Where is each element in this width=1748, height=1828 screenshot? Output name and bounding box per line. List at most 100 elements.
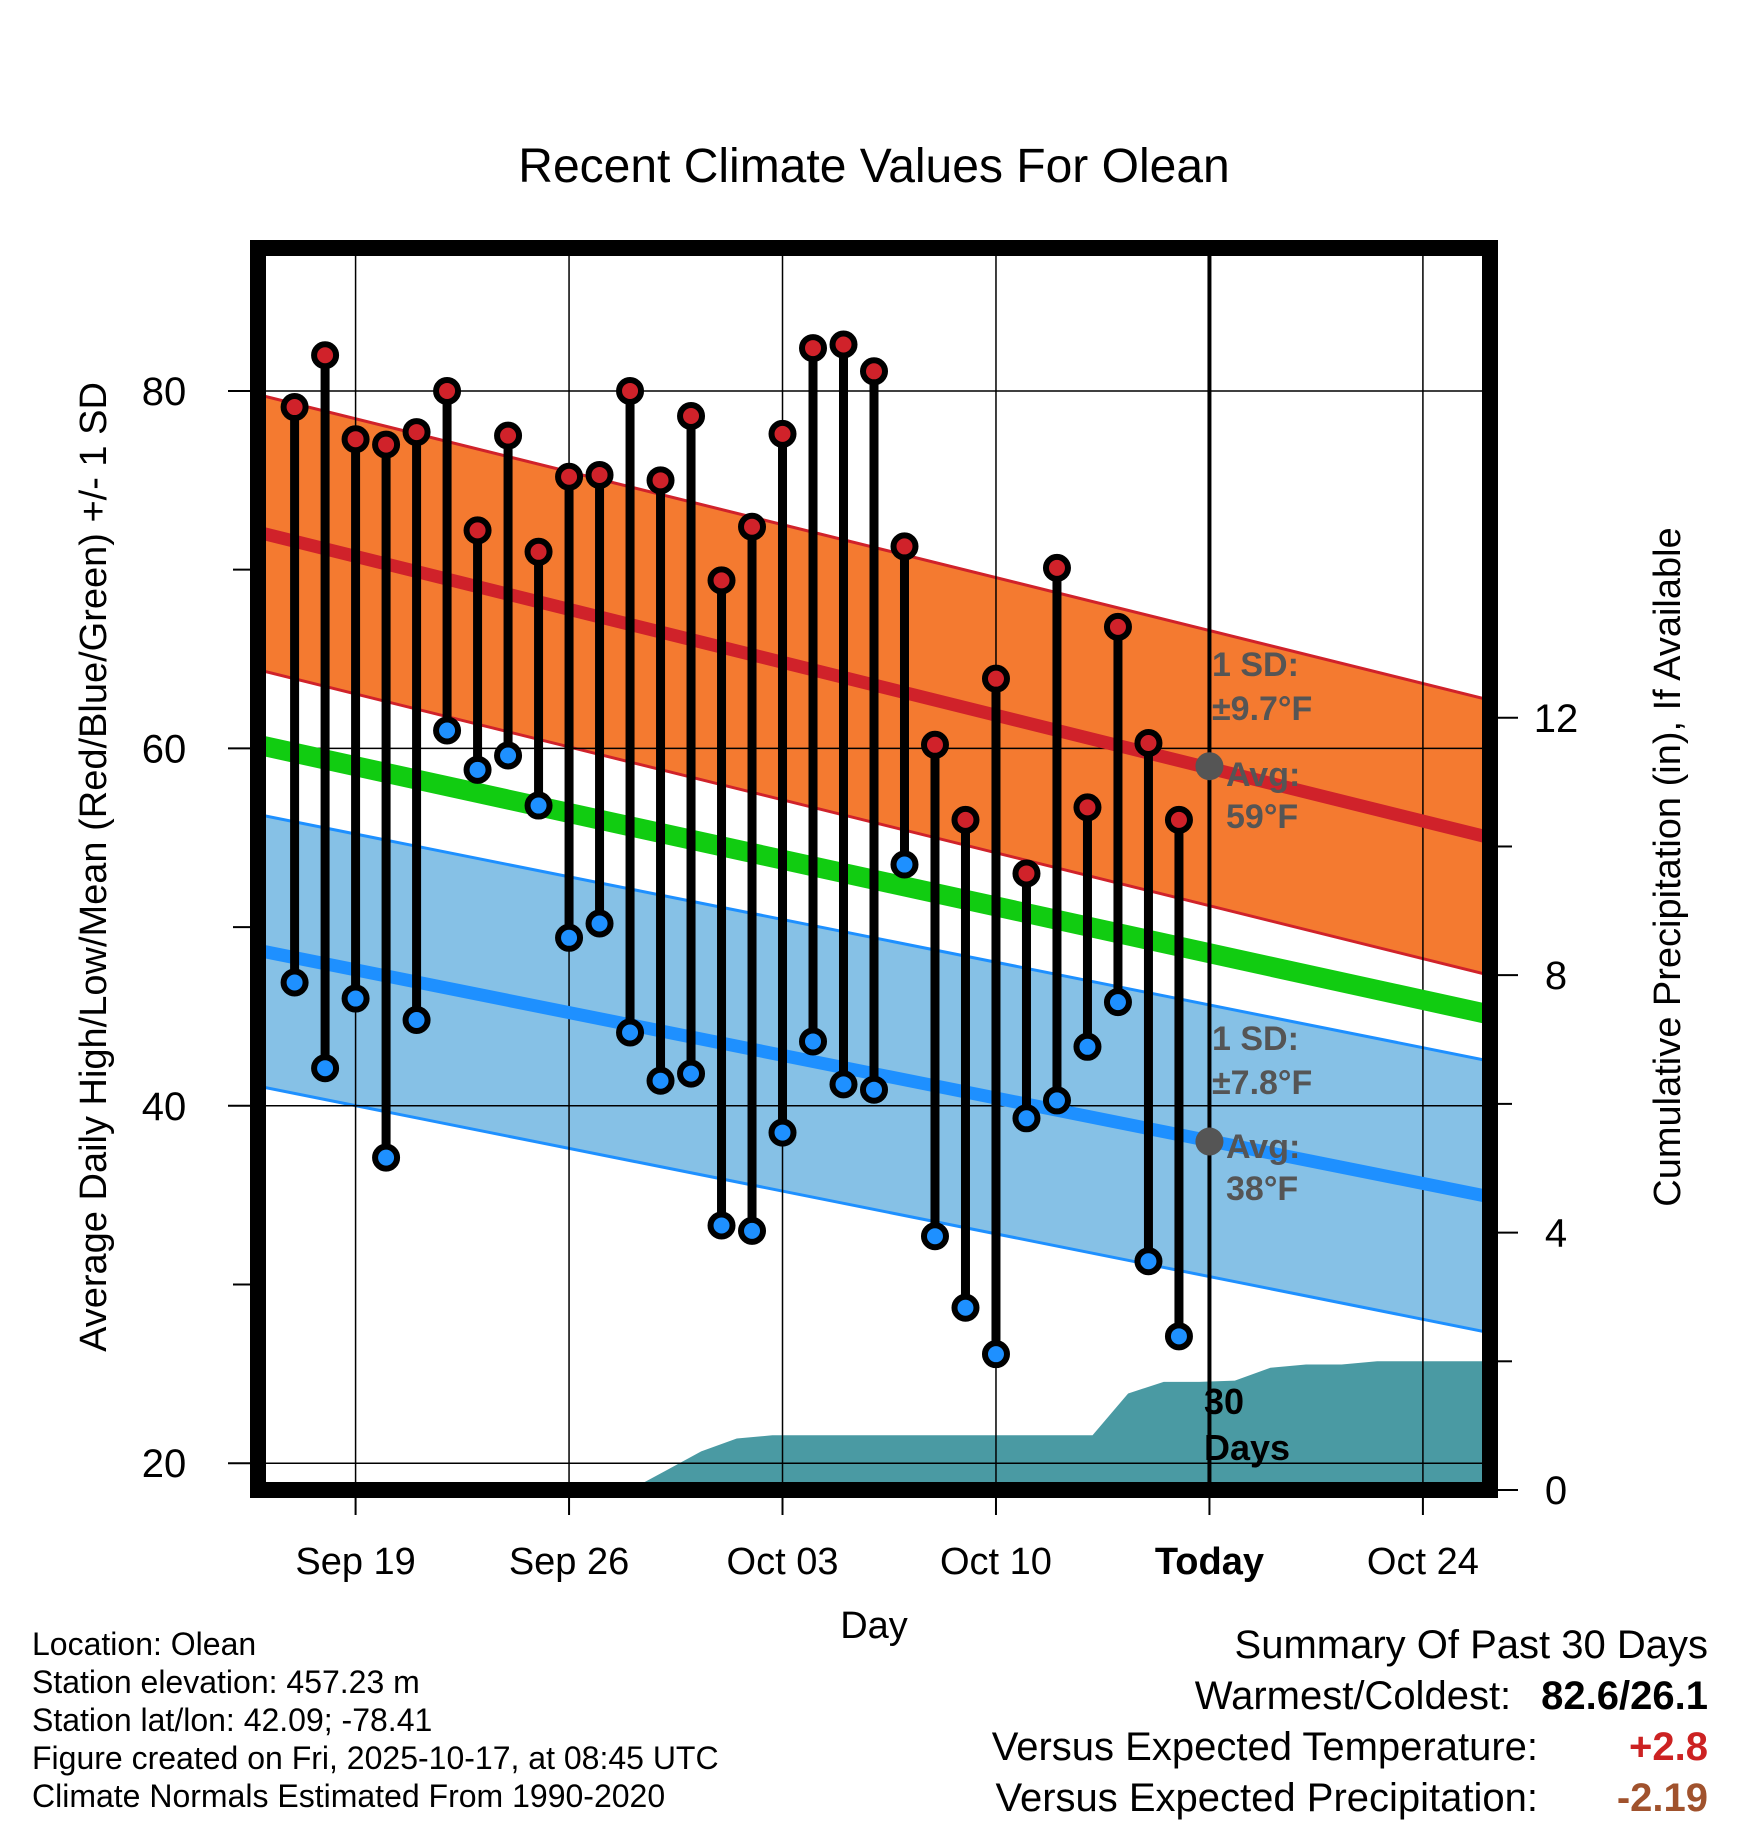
summary-panel: Summary Of Past 30 Days Warmest/Coldest:… bbox=[992, 1620, 1708, 1824]
chart-title: Recent Climate Values For Olean bbox=[518, 140, 1229, 193]
warm-cold-label: Warmest/Coldest: bbox=[1194, 1674, 1512, 1718]
high-point-22 bbox=[951, 805, 980, 834]
low-point-29 bbox=[1164, 1322, 1193, 1351]
low-point-5 bbox=[433, 716, 462, 745]
low-point-13 bbox=[677, 1059, 706, 1088]
high-point-13 bbox=[677, 401, 706, 430]
today-annotation-line1: 30 bbox=[1204, 1381, 1244, 1422]
high-point-5 bbox=[433, 376, 462, 405]
low-point-22 bbox=[951, 1293, 980, 1322]
low-point-16 bbox=[768, 1118, 797, 1147]
high-point-15 bbox=[738, 512, 767, 541]
high-point-7 bbox=[494, 421, 523, 450]
low-point-21 bbox=[920, 1222, 949, 1251]
low-point-0 bbox=[280, 968, 309, 997]
x-tick-label-4: Today bbox=[1155, 1541, 1264, 1583]
created-text: Figure created on Fri, 2025-10-17, at 08… bbox=[32, 1740, 719, 1776]
low-point-3 bbox=[372, 1143, 401, 1172]
low-point-6 bbox=[463, 755, 492, 784]
y-tick-label-right-1: 4 bbox=[1545, 1212, 1567, 1256]
low-point-12 bbox=[646, 1066, 675, 1095]
warm-cold-value: 82.6/26.1 bbox=[1541, 1674, 1708, 1718]
low-point-19 bbox=[860, 1075, 888, 1104]
low-point-27 bbox=[1103, 988, 1132, 1017]
precip-value: -2.19 bbox=[1616, 1776, 1708, 1820]
high-sd-title: 1 SD: bbox=[1212, 646, 1299, 684]
high-point-27 bbox=[1103, 612, 1132, 641]
temp-value: +2.8 bbox=[1629, 1725, 1708, 1769]
precip-fill bbox=[416, 1361, 1490, 1490]
low-point-23 bbox=[981, 1340, 1010, 1369]
x-tick-label-3: Oct 10 bbox=[940, 1541, 1052, 1583]
station-info: Location: Olean Station elevation: 457.2… bbox=[32, 1625, 719, 1815]
high-point-6 bbox=[463, 516, 492, 545]
plot-frame bbox=[250, 240, 1498, 1498]
latlon-text: Station lat/lon: 42.09; -78.41 bbox=[32, 1702, 433, 1738]
high-point-9 bbox=[555, 462, 584, 491]
summary-temp: Versus Expected Temperature: +2.8 bbox=[992, 1722, 1708, 1773]
high-point-20 bbox=[890, 532, 919, 561]
y-tick-label-right-0: 0 bbox=[1545, 1469, 1567, 1513]
low-point-11 bbox=[616, 1018, 645, 1047]
high-point-17 bbox=[799, 334, 828, 363]
high-point-18 bbox=[829, 330, 858, 359]
location-text: Location: Olean bbox=[32, 1626, 257, 1662]
summary-precip: Versus Expected Precipitation: -2.19 bbox=[992, 1773, 1708, 1824]
low-sd-value: ±7.8°F bbox=[1212, 1064, 1312, 1102]
elevation-text: Station elevation: 457.23 m bbox=[32, 1664, 420, 1700]
low-point-25 bbox=[1042, 1086, 1071, 1115]
low-point-9 bbox=[555, 923, 584, 952]
temp-label: Versus Expected Temperature: bbox=[991, 1725, 1538, 1769]
high-point-8 bbox=[524, 537, 553, 566]
high-point-14 bbox=[707, 566, 736, 595]
y-tick-label-right-2: 8 bbox=[1545, 954, 1567, 998]
high-point-19 bbox=[860, 357, 888, 386]
high-point-11 bbox=[616, 376, 645, 405]
y-axis-right-label: Cumulative Precipitation (in), If Availa… bbox=[1647, 527, 1689, 1206]
high-point-4 bbox=[402, 418, 431, 447]
low-point-24 bbox=[1012, 1104, 1041, 1133]
today-line bbox=[1195, 248, 1224, 1490]
x-tick-label-0: Sep 19 bbox=[295, 1541, 415, 1583]
x-tick-label-5: Oct 24 bbox=[1367, 1541, 1479, 1583]
axes: Sep 19 Sep 26 Oct 03 Oct 10 Today Oct 2420406… bbox=[142, 370, 1579, 1583]
low-point-15 bbox=[738, 1216, 767, 1245]
low-point-4 bbox=[402, 1006, 431, 1035]
normal-annotations: 1 SD: ±9.7°F Avg: 59°F 1 SD: ±7.8°F Avg:… bbox=[1204, 646, 1312, 1468]
high-avg-value: 59°F bbox=[1226, 798, 1298, 836]
high-avg-marker bbox=[1195, 752, 1224, 781]
y-tick-label-left-3: 80 bbox=[142, 370, 187, 414]
x-tick-label-1: Sep 26 bbox=[509, 1541, 629, 1583]
precip-label: Versus Expected Precipitation: bbox=[995, 1776, 1538, 1820]
daily-points bbox=[280, 330, 1193, 1369]
normals-text: Climate Normals Estimated From 1990-2020 bbox=[32, 1778, 666, 1814]
daily-stems bbox=[290, 344, 1184, 1355]
y-axis-left-label: Average Daily High/Low/Mean (Red/Blue/Gr… bbox=[73, 382, 115, 1352]
y-tick-label-right-3: 12 bbox=[1534, 697, 1579, 741]
high-point-0 bbox=[280, 393, 309, 422]
high-point-23 bbox=[981, 664, 1010, 693]
high-point-24 bbox=[1012, 859, 1041, 888]
high-point-26 bbox=[1073, 793, 1102, 822]
low-avg-title: Avg: bbox=[1226, 1128, 1300, 1166]
low-point-26 bbox=[1073, 1032, 1102, 1061]
y-tick-label-left-2: 60 bbox=[142, 727, 187, 771]
low-point-14 bbox=[707, 1211, 736, 1240]
high-point-28 bbox=[1134, 729, 1163, 758]
y-tick-label-left-0: 20 bbox=[142, 1442, 187, 1486]
high-point-10 bbox=[585, 460, 614, 489]
y-tick-label-left-1: 40 bbox=[142, 1085, 187, 1129]
high-point-1 bbox=[311, 341, 340, 370]
low-point-17 bbox=[799, 1027, 828, 1056]
high-avg-title: Avg: bbox=[1226, 756, 1300, 794]
high-point-12 bbox=[646, 466, 675, 495]
today-annotation-line2: Days bbox=[1204, 1427, 1290, 1468]
low-point-18 bbox=[829, 1070, 858, 1099]
low-avg-marker bbox=[1195, 1127, 1224, 1156]
low-avg-value: 38°F bbox=[1226, 1170, 1298, 1208]
high-point-25 bbox=[1042, 553, 1071, 582]
low-sd-title: 1 SD: bbox=[1212, 1020, 1299, 1058]
summary-warm-cold: Warmest/Coldest: 82.6/26.1 bbox=[992, 1671, 1708, 1722]
high-point-16 bbox=[768, 419, 797, 448]
